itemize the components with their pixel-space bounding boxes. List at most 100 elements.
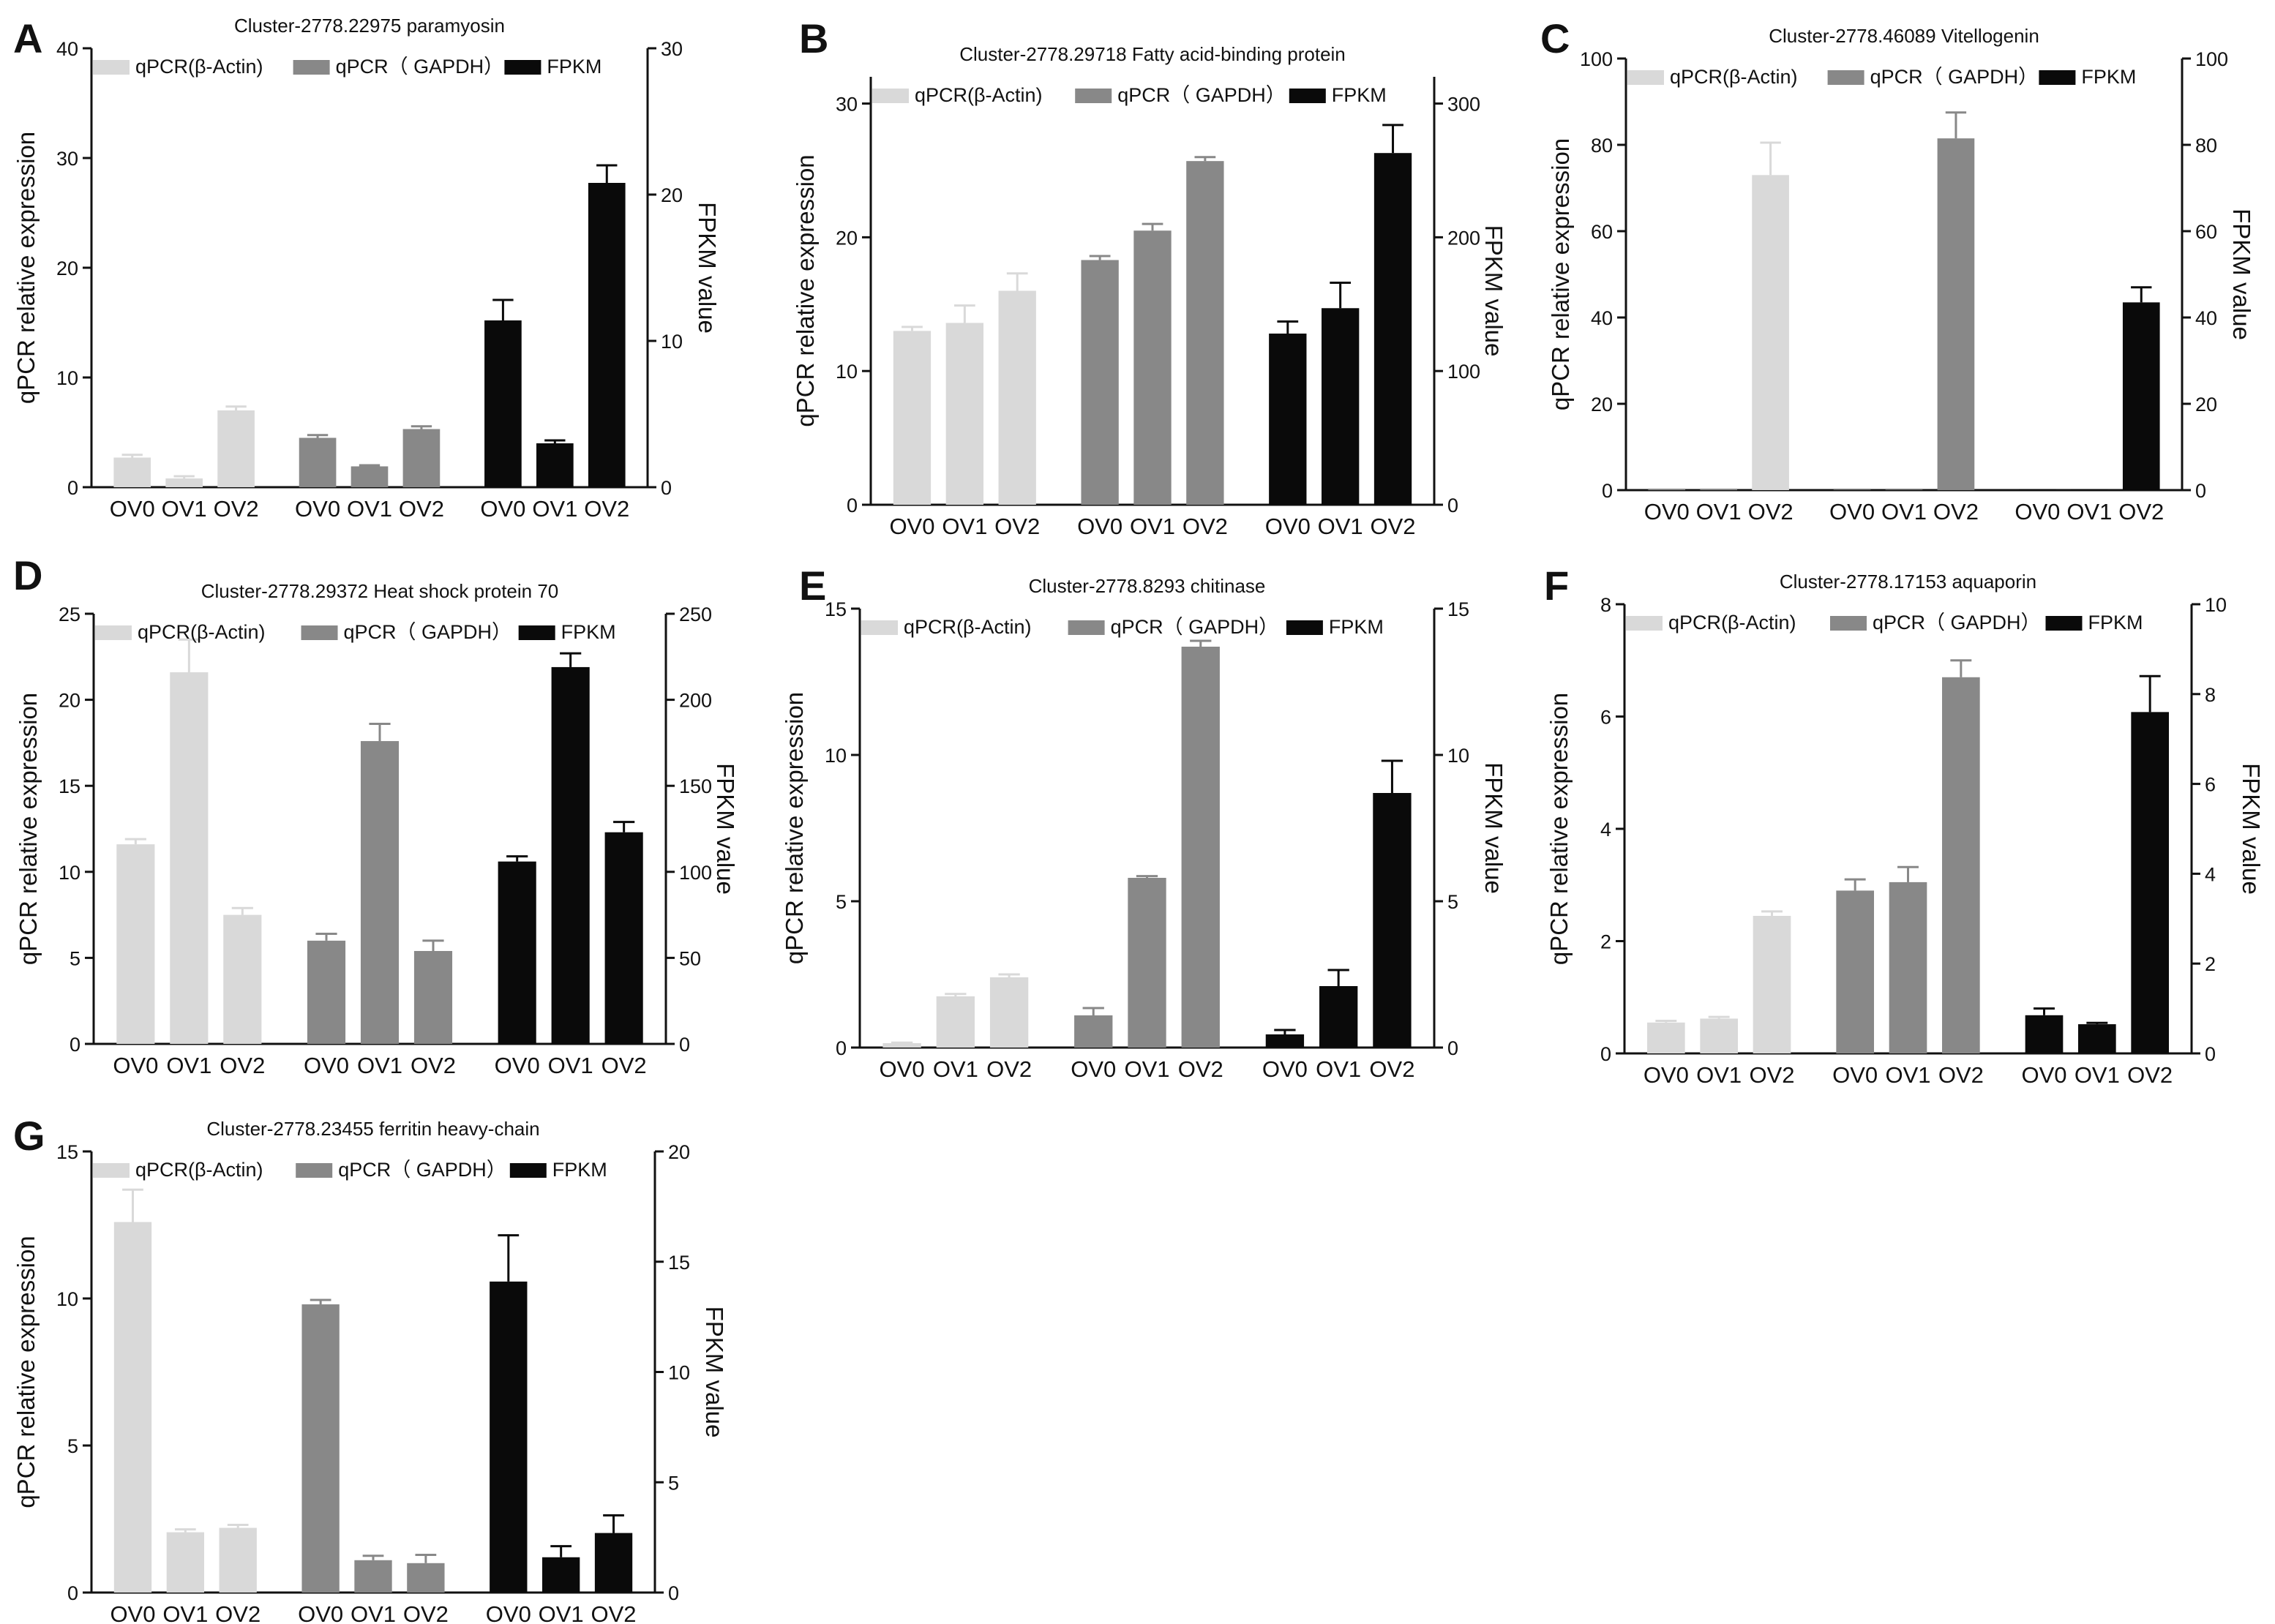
chart-title: Cluster-2778.46089 Vitellogenin	[1769, 25, 2039, 47]
category-label: OV2	[403, 1601, 449, 1624]
left-tick-label: 20	[1591, 394, 1613, 416]
left-tick-label: 20	[836, 227, 858, 249]
bar-gapdh-ov0	[1833, 489, 1871, 490]
bar-gapdh-ov2	[1942, 677, 1980, 1053]
panel-d: D Cluster-2778.29372 Heat shock protein 7…	[13, 552, 739, 1078]
left-tick-label: 60	[1591, 221, 1613, 243]
y-axis-title: qPCR relative expression	[792, 154, 819, 426]
left-tick-label: 40	[1591, 307, 1613, 329]
bar-actin-ov1	[165, 478, 203, 487]
category-label: OV1	[933, 1056, 978, 1082]
bar-actin-ov0	[1648, 489, 1686, 490]
category-label: OV2	[1749, 1062, 1794, 1088]
right-tick-label: 5	[1447, 891, 1458, 913]
bar-fpkm-ov0	[2025, 1015, 2064, 1053]
left-tick-label: 10	[56, 367, 78, 389]
legend-swatch-gapdh	[301, 625, 338, 640]
category-label: OV0	[295, 496, 340, 522]
left-tick-label: 5	[67, 1435, 78, 1457]
right-tick-label: 20	[2195, 394, 2217, 416]
category-label: OV2	[399, 496, 444, 522]
category-label: OV1	[357, 1053, 402, 1078]
bar-fpkm-ov1	[2078, 1024, 2116, 1053]
category-label: OV2	[214, 496, 259, 522]
right-tick-label: 10	[1447, 745, 1469, 767]
chart-title: Cluster-2778.8293 chitinase	[1029, 575, 1266, 597]
right-tick-label: 5	[668, 1472, 679, 1494]
category-label: OV1	[1696, 1062, 1742, 1088]
category-label: OV1	[539, 1601, 584, 1624]
legend-swatch-gapdh	[1827, 70, 1864, 85]
left-tick-label: 0	[836, 1037, 847, 1059]
bar-fpkm-ov1	[536, 443, 574, 487]
left-tick-label: 10	[59, 862, 80, 884]
bar-fpkm-ov1	[542, 1557, 580, 1593]
category-label: OV0	[298, 1601, 343, 1624]
category-label: OV2	[215, 1601, 261, 1624]
right-tick-label: 15	[1447, 598, 1469, 620]
category-label: OV1	[351, 1601, 396, 1624]
y2-axis-title: FPKM value	[712, 763, 739, 895]
bar-gapdh-ov1	[1885, 489, 1923, 490]
category-label: OV0	[1265, 514, 1311, 539]
category-label: OV0	[113, 1053, 158, 1078]
bar-actin-ov0	[893, 331, 932, 505]
bar-gapdh-ov2	[402, 429, 441, 487]
category-label: OV2	[1938, 1062, 1984, 1088]
bar-gapdh-ov0	[299, 437, 337, 487]
chart-title: Cluster-2778.23455 ferritin heavy-chain	[206, 1118, 539, 1140]
panel-b: B Cluster-2778.29718 Fatty acid-binding p…	[792, 15, 1507, 539]
right-tick-label: 200	[679, 690, 712, 712]
bar-fpkm-ov0	[498, 861, 536, 1044]
bar-gapdh-ov1	[360, 741, 400, 1044]
y-axis-title: qPCR relative expression	[781, 692, 808, 964]
category-label: OV2	[986, 1056, 1032, 1082]
bar-fpkm-ov0	[1269, 334, 1307, 505]
right-tick-label: 20	[661, 184, 683, 206]
bar-actin-ov0	[116, 844, 155, 1044]
legend-label-gapdh: qPCR（ GAPDH）	[344, 621, 512, 643]
bar-fpkm-ov0	[490, 1281, 528, 1593]
legend-swatch-gapdh	[1075, 89, 1112, 103]
legend-label-fpkm: FPKM	[552, 1159, 607, 1181]
bar-fpkm-ov2	[1373, 153, 1412, 505]
legend-label-gapdh: qPCR（ GAPDH）	[336, 56, 504, 78]
bar-gapdh-ov0	[301, 1304, 340, 1593]
right-tick-label: 80	[2195, 135, 2217, 157]
left-tick-label: 5	[70, 947, 80, 969]
y2-axis-title: FPKM value	[2228, 208, 2255, 340]
bar-gapdh-ov1	[1128, 878, 1166, 1048]
legend-swatch-fpkm	[518, 625, 555, 640]
bar-fpkm-ov1	[551, 666, 590, 1044]
right-tick-label: 4	[2205, 863, 2216, 885]
right-tick-label: 100	[679, 862, 712, 884]
bar-actin-ov1	[1700, 1018, 1738, 1053]
bar-actin-ov1	[945, 323, 983, 505]
right-tick-label: 30	[661, 38, 683, 60]
legend-swatch-gapdh	[296, 1163, 333, 1178]
chart-title: Cluster-2778.22975 paramyosin	[234, 15, 505, 37]
category-label: OV0	[1077, 514, 1122, 539]
legend-label-actin: qPCR(β-Actin)	[915, 84, 1043, 106]
bar-actin-ov2	[219, 1527, 257, 1593]
category-label: OV1	[162, 496, 207, 522]
legend-swatch-fpkm	[509, 1163, 547, 1178]
category-label: OV2	[411, 1053, 456, 1078]
legend-swatch-gapdh	[1830, 616, 1867, 631]
left-tick-label: 15	[56, 1141, 78, 1163]
bar-actin-ov1	[170, 672, 209, 1044]
bar-gapdh-ov1	[1133, 230, 1172, 505]
bar-gapdh-ov2	[413, 950, 453, 1044]
right-tick-label: 100	[1447, 361, 1480, 383]
y-axis-title: qPCR relative expression	[15, 693, 42, 965]
bar-actin-ov0	[882, 1043, 921, 1048]
category-label: OV0	[1644, 1062, 1689, 1088]
bar-fpkm-ov1	[2071, 489, 2108, 490]
category-label: OV1	[1885, 1062, 1930, 1088]
left-tick-label: 0	[70, 1034, 80, 1056]
category-label: OV0	[1071, 1056, 1116, 1082]
left-tick-label: 0	[67, 477, 78, 499]
category-label: OV2	[2127, 1062, 2173, 1088]
chart-title: Cluster-2778.29372 Heat shock protein 70	[201, 580, 559, 602]
